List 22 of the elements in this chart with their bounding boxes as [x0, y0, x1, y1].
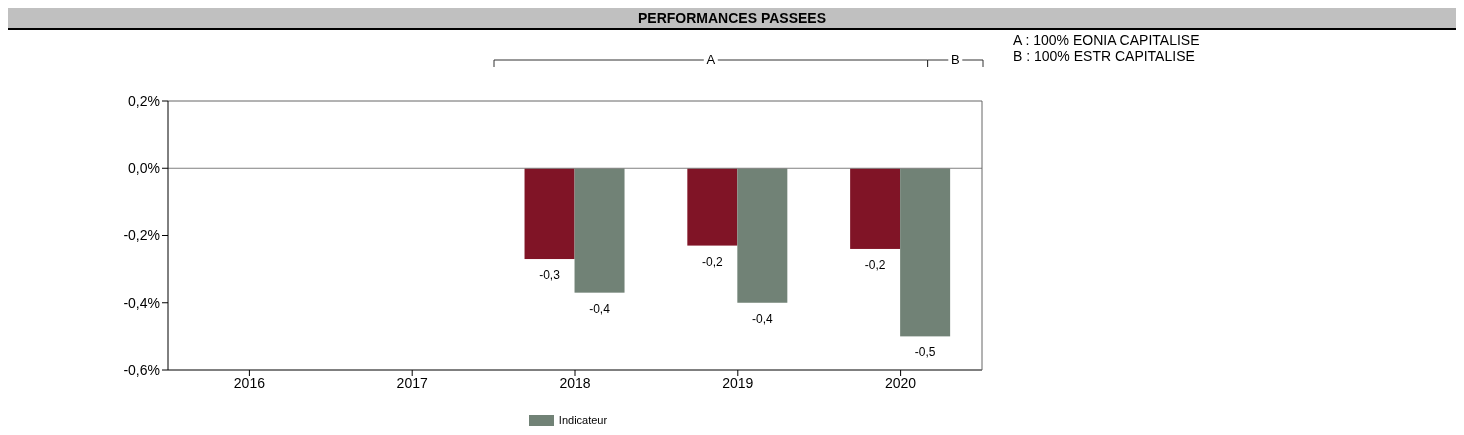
text: A : 100% EONIA CAPITALISE — [1013, 32, 1200, 48]
x-tick-label: 2016 — [233, 374, 266, 391]
y-tick-label: -0,6% — [123, 361, 160, 378]
data-label: -0,3 — [539, 268, 561, 283]
data-label: -0,4 — [589, 301, 611, 316]
x-tick-label: 2017 — [396, 374, 428, 391]
legend-label: Indicateur — [558, 414, 608, 426]
y-tick-label: 0,2% — [128, 92, 160, 109]
y-tick-label: 0,0% — [128, 160, 160, 177]
x-tick-label: 2020 — [885, 374, 917, 391]
text: B : 100% ESTR CAPITALISE — [1013, 48, 1196, 64]
bracket: A — [493, 52, 929, 68]
data-label: -0,2 — [701, 254, 723, 269]
y-tick-label: -0,2% — [123, 227, 160, 244]
data-label: -0,5 — [914, 345, 936, 360]
chart-title: PERFORMANCES PASSEES — [8, 8, 1456, 30]
bracket: B — [927, 52, 984, 68]
x-tick-label: 2018 — [559, 374, 591, 391]
data-label: -0,4 — [751, 311, 773, 326]
y-tick-label: -0,4% — [123, 294, 160, 311]
x-tick-label: 2019 — [722, 374, 754, 391]
data-label: -0,2 — [864, 257, 886, 272]
